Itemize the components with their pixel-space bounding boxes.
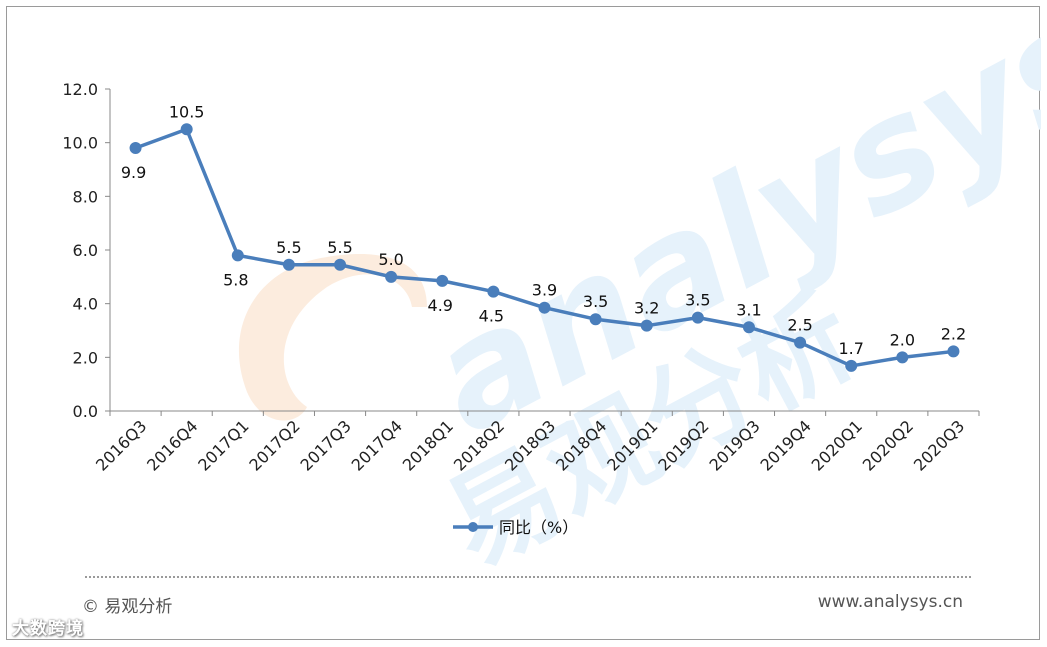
watermark-logo-icon xyxy=(238,254,427,421)
x-tick-label: 2020Q1 xyxy=(808,416,866,474)
data-point xyxy=(691,311,704,324)
y-tick-label: 0.0 xyxy=(73,402,98,421)
x-tick-label: 2017Q4 xyxy=(348,416,406,474)
y-tick-label: 6.0 xyxy=(73,241,98,260)
chart-frame: analysys 易观分析 0.0 2.0 4.0 6.0 8.0 10.0 12.0 2016… xyxy=(6,6,1041,640)
data-point xyxy=(129,142,142,155)
corner-watermark-badge: 大数跨境 xyxy=(12,619,84,639)
source-url: www.analysys.cn xyxy=(817,592,963,612)
data-point xyxy=(436,274,449,287)
data-label: 1.7 xyxy=(838,339,863,358)
y-tick-label: 4.0 xyxy=(73,295,98,314)
data-label: 2.2 xyxy=(941,324,966,343)
data-label: 5.8 xyxy=(223,270,248,289)
data-label: 3.5 xyxy=(685,291,710,310)
data-point xyxy=(487,285,500,298)
data-label: 3.5 xyxy=(583,292,608,311)
data-point xyxy=(896,351,909,364)
data-label: 4.9 xyxy=(428,296,453,315)
data-label: 3.2 xyxy=(634,299,659,318)
data-point xyxy=(845,359,858,372)
data-point xyxy=(589,313,602,326)
data-label: 2.5 xyxy=(787,316,812,335)
y-tick-label: 2.0 xyxy=(73,348,98,367)
data-label: 9.9 xyxy=(121,163,146,182)
y-tick-label: 12.0 xyxy=(62,80,98,99)
data-label: 5.5 xyxy=(276,238,301,257)
data-label: 5.0 xyxy=(378,250,403,269)
y-tick-label: 10.0 xyxy=(62,134,98,153)
data-label: 4.5 xyxy=(479,307,504,326)
data-label: 3.9 xyxy=(532,281,557,300)
chart-legend: 同比（%） xyxy=(453,518,578,537)
source-credit: © 易观分析 xyxy=(82,597,173,617)
x-tick-label: 2017Q3 xyxy=(297,416,355,474)
data-point xyxy=(334,258,347,271)
data-label: 2.0 xyxy=(890,330,915,349)
data-point xyxy=(538,301,551,314)
data-point xyxy=(282,258,295,271)
series-layer: 9.9 10.5 5.8 5.5 5.5 5.0 4.9 4.5 3.9 3.5 3.2 3.5 3.1… xyxy=(121,102,966,372)
data-point xyxy=(640,319,653,332)
x-tick-label: 2020Q3 xyxy=(910,416,968,474)
x-tick-label: 2017Q1 xyxy=(194,416,252,474)
data-point xyxy=(180,123,193,136)
x-tick-label: 2016Q4 xyxy=(143,416,201,474)
data-point xyxy=(742,321,755,334)
y-tick-label: 8.0 xyxy=(73,187,98,206)
data-point xyxy=(385,270,398,283)
data-label: 10.5 xyxy=(169,102,205,121)
data-point xyxy=(231,249,244,262)
legend-marker-icon xyxy=(468,522,478,532)
data-point xyxy=(947,345,960,358)
data-label: 3.1 xyxy=(736,300,761,319)
data-label: 5.5 xyxy=(327,238,352,257)
x-tick-label: 2016Q3 xyxy=(92,416,150,474)
x-tick-label: 2017Q2 xyxy=(245,416,303,474)
data-point xyxy=(794,336,807,349)
x-tick-label: 2020Q2 xyxy=(859,416,917,474)
legend-label: 同比（%） xyxy=(499,518,578,537)
footer-separator xyxy=(85,576,971,578)
